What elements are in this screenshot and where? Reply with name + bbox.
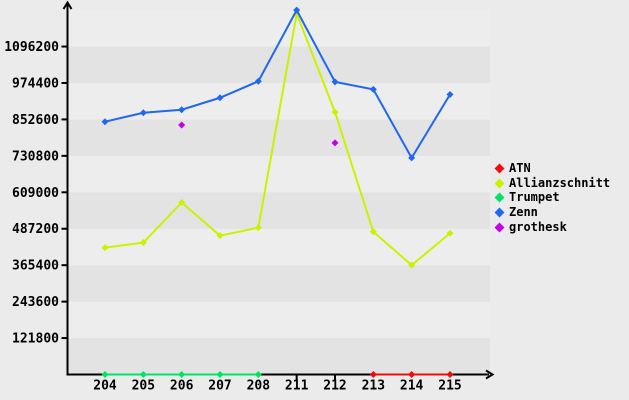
- plot-band: [68, 338, 490, 375]
- plot-band: [68, 192, 490, 229]
- series-marker-Trumpet: [216, 371, 224, 378]
- series-marker-Zenn: [369, 85, 377, 93]
- x-tick-label: 208: [247, 379, 271, 394]
- y-tick-label: 1096200: [4, 40, 59, 55]
- legend-diamond-icon: [494, 178, 505, 188]
- legend-label: Allianzschnitt: [509, 175, 611, 190]
- series-marker-Trumpet: [139, 371, 147, 378]
- y-tick-label: 974400: [12, 76, 59, 91]
- legend-item-Zenn: Zenn: [494, 205, 610, 220]
- y-tick-label: 365400: [12, 259, 59, 274]
- legend-diamond-icon: [494, 207, 505, 218]
- series-marker-Allianzschnitt: [408, 261, 416, 269]
- series-marker-Zenn: [254, 77, 262, 85]
- series-marker-Allianzschnitt: [216, 232, 224, 240]
- x-tick-label: 207: [208, 379, 231, 394]
- series-marker-Zenn: [408, 154, 416, 162]
- series-marker-grothesk: [178, 121, 186, 129]
- series-marker-Zenn: [446, 90, 454, 98]
- series-marker-Zenn: [101, 118, 109, 126]
- series-marker-grothesk: [331, 139, 339, 147]
- y-tick-label: 609000: [12, 186, 59, 201]
- y-tick-label: 487200: [12, 222, 59, 237]
- series-marker-Trumpet: [101, 371, 109, 378]
- legend-item-ATN: ATN: [494, 161, 610, 176]
- legend-item-Trumpet: Trumpet: [494, 190, 610, 205]
- series-marker-Allianzschnitt: [446, 229, 454, 237]
- y-tick-label: 852600: [12, 113, 59, 128]
- plot-band: [68, 155, 490, 193]
- legend-label: Zenn: [509, 205, 538, 220]
- legend-item-Allianzschnitt: Allianzschnitt: [494, 175, 611, 191]
- plot-band: [68, 228, 490, 266]
- legend: ATN Allianzschnitt Trumpet Zenn grothesk: [494, 161, 611, 235]
- series-marker-ATN: [446, 371, 454, 378]
- y-tick-label: 121800: [12, 332, 59, 347]
- series-marker-Zenn: [139, 109, 147, 117]
- series-marker-Zenn: [293, 6, 301, 14]
- plot-band: [68, 119, 490, 156]
- legend-label: ATN: [509, 161, 531, 175]
- plot-band: [68, 46, 490, 83]
- x-axis-arrow-icon: [485, 369, 495, 380]
- plot-band: [68, 301, 490, 339]
- series-marker-Zenn: [331, 78, 339, 86]
- legend-diamond-icon: [494, 192, 505, 203]
- series-marker-Zenn: [178, 106, 186, 114]
- legend-item-grothesk: grothesk: [494, 219, 610, 235]
- x-tick-label: 206: [170, 379, 194, 394]
- legend-diamond-icon: [494, 222, 505, 233]
- y-axis-arrow-icon: [62, 0, 73, 10]
- x-tick-label: 212: [323, 379, 346, 394]
- series-marker-Allianzschnitt: [178, 198, 186, 206]
- series-line-Allianzschnitt: [104, 10, 451, 267]
- legend-label: grothesk: [509, 219, 567, 234]
- legend-diamond-icon: [494, 163, 505, 174]
- series-marker-ATN: [369, 371, 377, 378]
- x-tick-label: 204: [93, 379, 117, 394]
- x-tick-label: 213: [362, 379, 385, 394]
- series-marker-Zenn: [216, 94, 224, 102]
- y-tick-label: 243600: [12, 295, 59, 310]
- series-line-Zenn: [104, 7, 451, 160]
- x-tick-label: 214: [400, 379, 424, 394]
- series-marker-Allianzschnitt: [369, 228, 377, 236]
- legend-label: Trumpet: [509, 190, 560, 205]
- series-marker-Allianzschnitt: [254, 224, 262, 232]
- plot-band: [68, 265, 490, 302]
- series-marker-Trumpet: [254, 371, 262, 378]
- series-marker-Allianzschnitt: [101, 244, 109, 252]
- series-marker-Trumpet: [178, 371, 186, 378]
- x-tick-label: 211: [285, 379, 309, 394]
- series-marker-ATN: [408, 371, 416, 378]
- series-marker-Allianzschnitt: [331, 108, 339, 116]
- x-tick-label: 215: [438, 379, 461, 394]
- y-tick-label: 730800: [12, 149, 59, 164]
- x-tick-label: 205: [132, 379, 155, 394]
- series-marker-Allianzschnitt: [139, 239, 147, 247]
